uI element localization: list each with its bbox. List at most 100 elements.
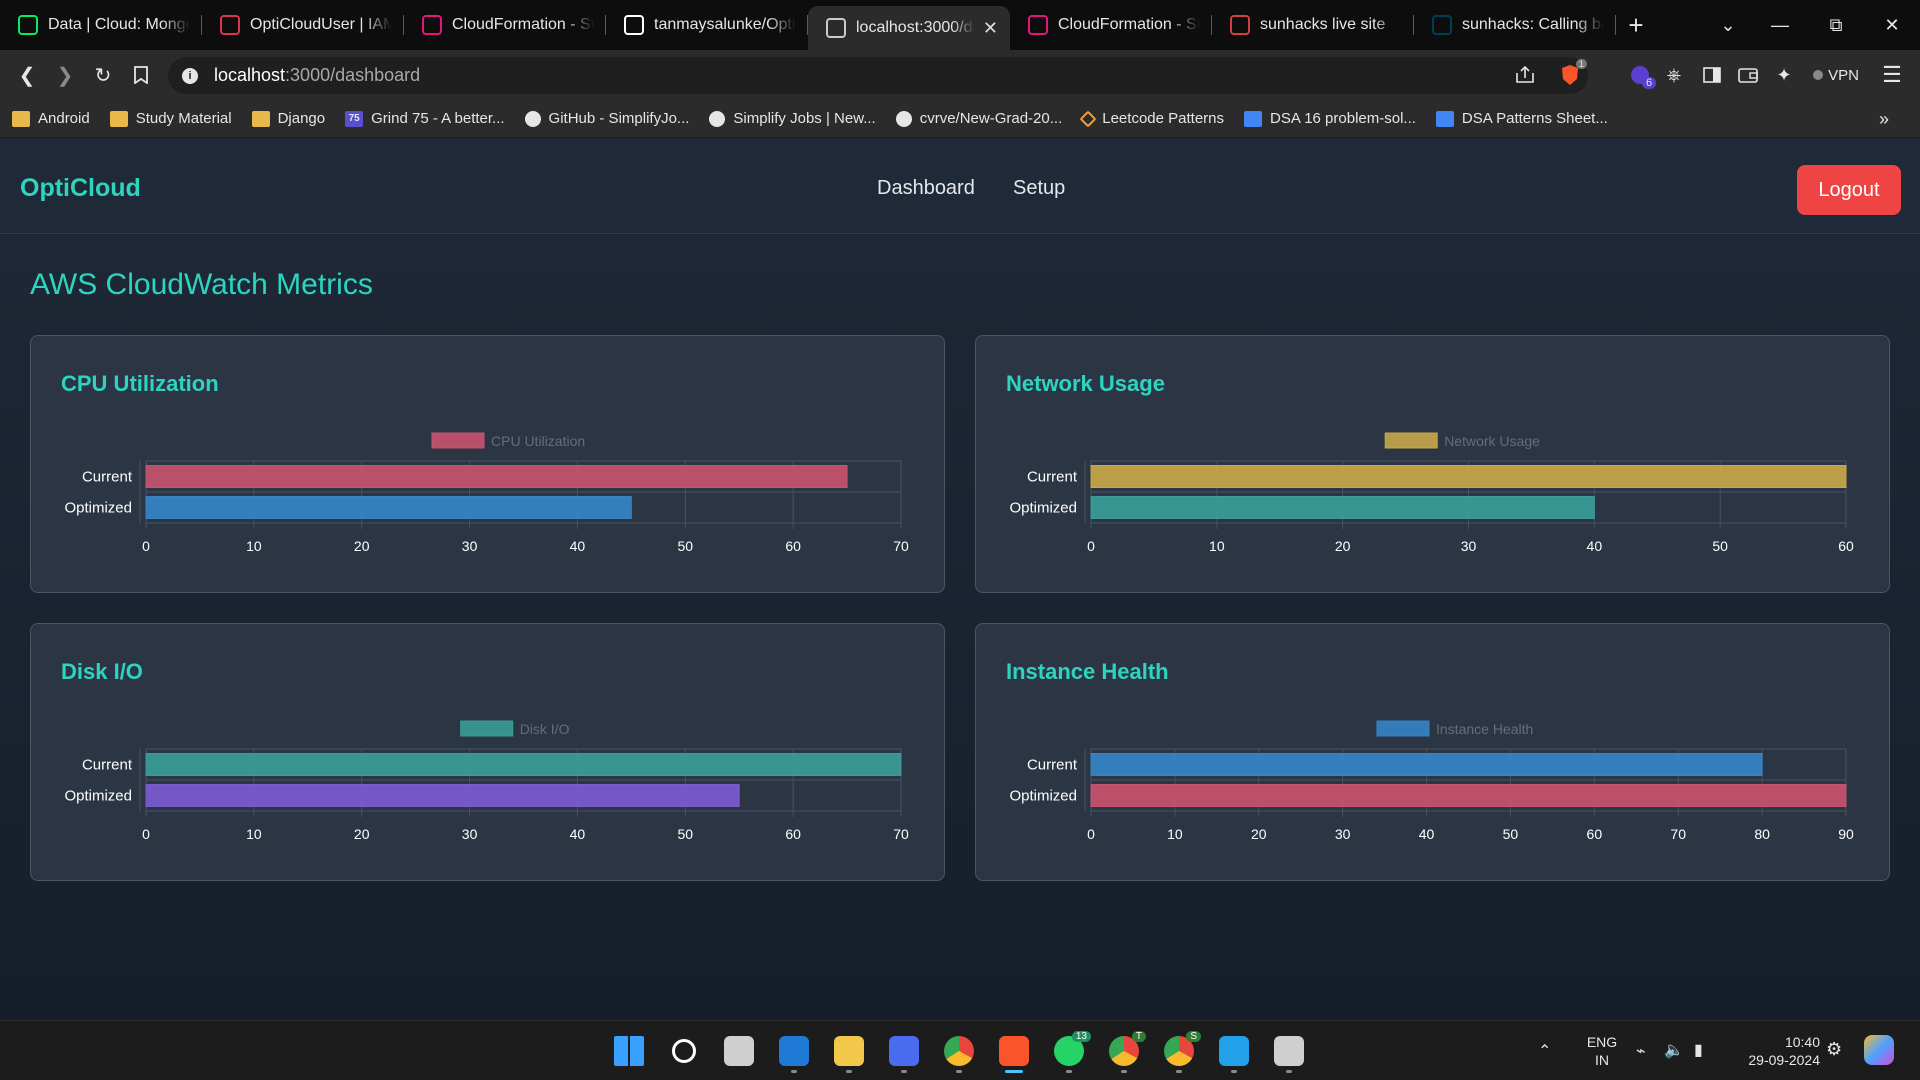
- whatsapp-icon[interactable]: 13: [1047, 1031, 1091, 1073]
- bookmark-item[interactable]: Django: [251, 110, 325, 127]
- nav-dashboard[interactable]: Dashboard: [877, 177, 975, 199]
- brand-logo[interactable]: OptiCloud: [20, 174, 141, 202]
- running-indicator: [1066, 1070, 1072, 1073]
- tab-search-chevron-icon[interactable]: ⌄: [1720, 14, 1736, 35]
- leetcode-icon: [1079, 110, 1097, 127]
- outlook-icon[interactable]: [772, 1031, 816, 1073]
- task-view-icon[interactable]: [717, 1031, 761, 1071]
- cloudformation-icon: [422, 15, 442, 35]
- browser-tab[interactable]: sunhacks: Calling back: [1414, 0, 1616, 50]
- close-window-button[interactable]: ✕: [1884, 14, 1900, 35]
- bookmark-label: Grind 75 - A better...: [371, 110, 505, 127]
- bar-chart: Instance Health 0 10 20 30 40 50 60 70 80 90 Curren…: [1009, 720, 1854, 842]
- bookmark-item[interactable]: Android: [12, 110, 90, 127]
- menu-icon[interactable]: ☰: [1882, 62, 1902, 87]
- bookmark-item[interactable]: Leetcode Patterns: [1079, 110, 1224, 127]
- reload-button[interactable]: ↻: [94, 64, 112, 87]
- x-tick-label: 0: [142, 538, 150, 554]
- bookmark-item[interactable]: GitHub - SimplifyJo...: [524, 110, 689, 127]
- chrome-icon[interactable]: [937, 1031, 981, 1073]
- app-glyph: [834, 1036, 864, 1066]
- chrome-profile-t-icon[interactable]: T: [1102, 1031, 1146, 1073]
- wifi-icon[interactable]: ⌁: [1636, 1043, 1646, 1060]
- logout-button[interactable]: Logout: [1797, 165, 1901, 215]
- sidebar-toggle-icon[interactable]: [1694, 57, 1730, 93]
- extension-badge-icon[interactable]: 6: [1622, 57, 1658, 93]
- bookmark-item[interactable]: cvrve/New-Grad-20...: [895, 110, 1062, 127]
- settings-gear-icon[interactable]: ⚙: [1826, 1039, 1843, 1059]
- brave-shields-icon[interactable]: 1: [1552, 57, 1588, 93]
- chart-legend: Network Usage: [1384, 432, 1540, 449]
- vscode-icon[interactable]: [1212, 1031, 1256, 1073]
- folder-icon: [12, 110, 30, 127]
- legend-swatch: [460, 720, 514, 737]
- browser-tab[interactable]: CloudFormation - Stacks: [404, 0, 606, 50]
- x-tick-label: 60: [1587, 826, 1603, 842]
- new-tab-button[interactable]: +: [1628, 9, 1644, 40]
- file-explorer-icon[interactable]: [827, 1031, 871, 1073]
- tray-overflow-chevron-icon[interactable]: ⌃: [1538, 1043, 1552, 1060]
- minimize-button[interactable]: —: [1771, 14, 1789, 35]
- address-bar[interactable]: i localhost:3000/dashboard: [168, 57, 1588, 94]
- clock[interactable]: 10:40 29-09-2024: [1730, 1033, 1820, 1069]
- y-category-label: Current: [82, 757, 133, 774]
- browser-tab[interactable]: OptiCloudUser | IAM | Global: [202, 0, 404, 50]
- brave-shields-badge: 1: [1576, 59, 1588, 69]
- bookmark-item[interactable]: Study Material: [109, 110, 232, 127]
- browser-tab[interactable]: tanmaysalunke/OptiCloud: [606, 0, 808, 50]
- windows-start-icon[interactable]: [607, 1031, 651, 1071]
- app-glyph: [1274, 1036, 1304, 1066]
- tab-strip: Data | Cloud: MongoDB Cloud OptiCloudUser…: [0, 0, 1920, 50]
- site-info-icon[interactable]: i: [182, 67, 198, 84]
- back-button[interactable]: ❮: [18, 64, 36, 87]
- volume-icon[interactable]: 🔈: [1664, 1042, 1684, 1059]
- browser-tab[interactable]: Data | Cloud: MongoDB Cloud: [0, 0, 202, 50]
- bookmark-item[interactable]: Simplify Jobs | New...: [709, 110, 876, 127]
- cpu-utilization-card: CPU Utilization CPU Utilization 0 10 20 30 40…: [30, 335, 945, 593]
- nav-setup[interactable]: Setup: [1013, 177, 1066, 199]
- restore-button[interactable]: ⧉: [1829, 14, 1843, 35]
- x-tick-label: 20: [1335, 538, 1351, 554]
- taskbar: ⌃ ENG IN ⌁ 🔈 ▮ 10:40 29-09-2024 ⚙ 13 T S: [0, 1020, 1920, 1080]
- legend-label: Instance Health: [1436, 721, 1533, 737]
- input-language[interactable]: ENG IN: [1582, 1033, 1622, 1069]
- browser-tab[interactable]: CloudFormation - Stacks: [1010, 0, 1212, 50]
- leo-ai-icon[interactable]: ✦: [1776, 64, 1792, 85]
- bar: [1090, 784, 1847, 807]
- vpn-button[interactable]: VPN: [1806, 57, 1866, 93]
- wallet-icon[interactable]: [1730, 57, 1766, 93]
- battery-icon[interactable]: ▮: [1694, 1042, 1703, 1059]
- bar: [145, 465, 848, 488]
- bookmarks-overflow-icon[interactable]: »: [1878, 108, 1889, 129]
- search-icon[interactable]: [662, 1031, 706, 1071]
- docs-icon: [1244, 110, 1263, 127]
- bookmark-item[interactable]: DSA 16 problem-sol...: [1244, 110, 1416, 127]
- copilot-icon[interactable]: [1864, 1035, 1894, 1065]
- forward-button[interactable]: ❯: [56, 64, 74, 87]
- brave-icon[interactable]: [992, 1031, 1036, 1073]
- network-usage-card: Network Usage Network Usage 0 10 20 30 40 50 60…: [975, 335, 1890, 593]
- x-tick-label: 70: [893, 826, 909, 842]
- extensions-puzzle-icon[interactable]: ⎈: [1666, 64, 1682, 85]
- terminal-icon[interactable]: [1267, 1031, 1311, 1073]
- x-tick-label: 80: [1754, 826, 1770, 842]
- tab-separator: [1413, 15, 1414, 35]
- navbar: OptiCloud Dashboard Setup Logout: [0, 138, 1920, 234]
- browser-tab[interactable]: localhost:3000/dashboard ✕: [808, 6, 1010, 50]
- chrome-profile-s-icon[interactable]: S: [1157, 1031, 1201, 1073]
- browser-tab[interactable]: sunhacks live site: [1212, 0, 1414, 50]
- tab-title: sunhacks live site: [1260, 16, 1386, 33]
- legend-swatch: [431, 432, 485, 449]
- bookmark-icon[interactable]: [122, 56, 160, 94]
- bookmark-item[interactable]: DSA Patterns Sheet...: [1435, 110, 1608, 127]
- bookmarks-bar: Android Study Material Django 75 Grind 75 - …: [0, 100, 1920, 138]
- close-tab-icon[interactable]: ✕: [982, 17, 998, 38]
- share-icon[interactable]: [1510, 57, 1540, 93]
- sunhacks-icon: [1230, 15, 1250, 35]
- x-tick-label: 90: [1838, 826, 1854, 842]
- running-indicator: [901, 1070, 907, 1073]
- app-glyph: [944, 1036, 974, 1066]
- folder-icon: [251, 110, 270, 127]
- bookmark-item[interactable]: 75 Grind 75 - A better...: [345, 110, 505, 127]
- mathworks-icon[interactable]: [882, 1031, 926, 1073]
